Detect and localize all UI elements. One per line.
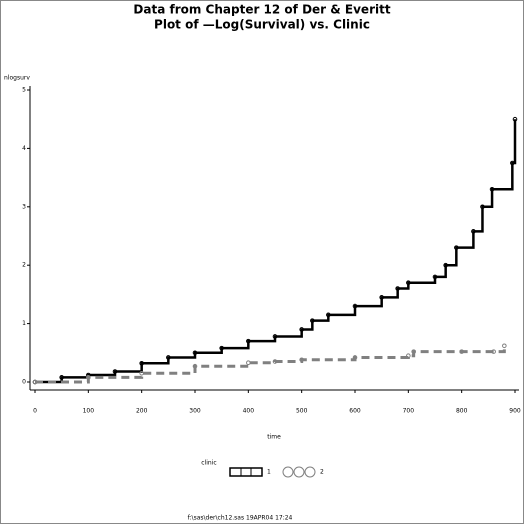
point (310, 318, 315, 323)
point (192, 363, 198, 369)
point (352, 355, 358, 360)
point (411, 349, 416, 354)
point (432, 274, 438, 280)
point (454, 245, 459, 250)
point (246, 338, 251, 344)
x-tick-label: 800 (456, 408, 468, 415)
legend-symbol (293, 466, 305, 478)
point (502, 343, 507, 349)
point (352, 303, 358, 309)
point (471, 229, 476, 234)
point (395, 286, 400, 291)
y-tick-label: 5 (22, 87, 26, 94)
point (32, 379, 38, 385)
legend-label: 2 (320, 469, 324, 476)
chart-subtitle: Plot of —Log(Survival) vs. Clinic (154, 18, 370, 32)
point (246, 360, 251, 366)
legend-symbol (304, 466, 316, 478)
y-axis-label: nlogsurv (4, 75, 30, 82)
point (299, 327, 304, 332)
x-tick-label: 300 (189, 408, 201, 415)
point (491, 349, 496, 354)
y-tick-label: 4 (22, 145, 26, 152)
point (406, 280, 411, 286)
x-axis-label: time (267, 434, 281, 441)
point (299, 357, 304, 363)
point (139, 370, 144, 376)
footnote: f:\sas\der\ch12.sas 19APR04 17:24 (188, 515, 293, 522)
x-tick-label: 0 (33, 408, 37, 415)
point (166, 355, 171, 360)
legend-symbol (229, 467, 263, 477)
legend-label: 1 (267, 469, 271, 476)
x-tick-label: 200 (136, 408, 148, 415)
x-tick-label: 600 (349, 408, 361, 415)
point (443, 262, 448, 268)
x-tick-label: 400 (243, 408, 255, 415)
point (272, 359, 278, 364)
x-tick-label: 700 (403, 408, 415, 415)
point (219, 345, 224, 351)
y-tick-label: 0 (22, 379, 26, 386)
step-line (35, 119, 517, 384)
point (139, 361, 144, 366)
point (59, 375, 64, 380)
point (512, 116, 518, 122)
legend-symbol (282, 466, 294, 478)
point (86, 375, 91, 380)
point (192, 350, 198, 356)
y-tick-label: 3 (22, 203, 26, 210)
point (406, 353, 411, 359)
x-tick-label: 100 (83, 408, 95, 415)
x-tick-label: 500 (296, 408, 308, 415)
point (112, 369, 118, 374)
y-tick-label: 1 (22, 320, 26, 327)
legend-title: clinic (201, 460, 216, 467)
point (379, 295, 384, 300)
point (459, 349, 464, 354)
chart-title: Data from Chapter 12 of Der & Everitt (133, 3, 390, 17)
point (510, 160, 515, 166)
y-tick-label: 2 (22, 262, 26, 269)
point (272, 334, 278, 339)
point (326, 312, 331, 318)
point (489, 186, 495, 192)
point (480, 204, 485, 210)
x-tick-label: 900 (509, 408, 521, 415)
